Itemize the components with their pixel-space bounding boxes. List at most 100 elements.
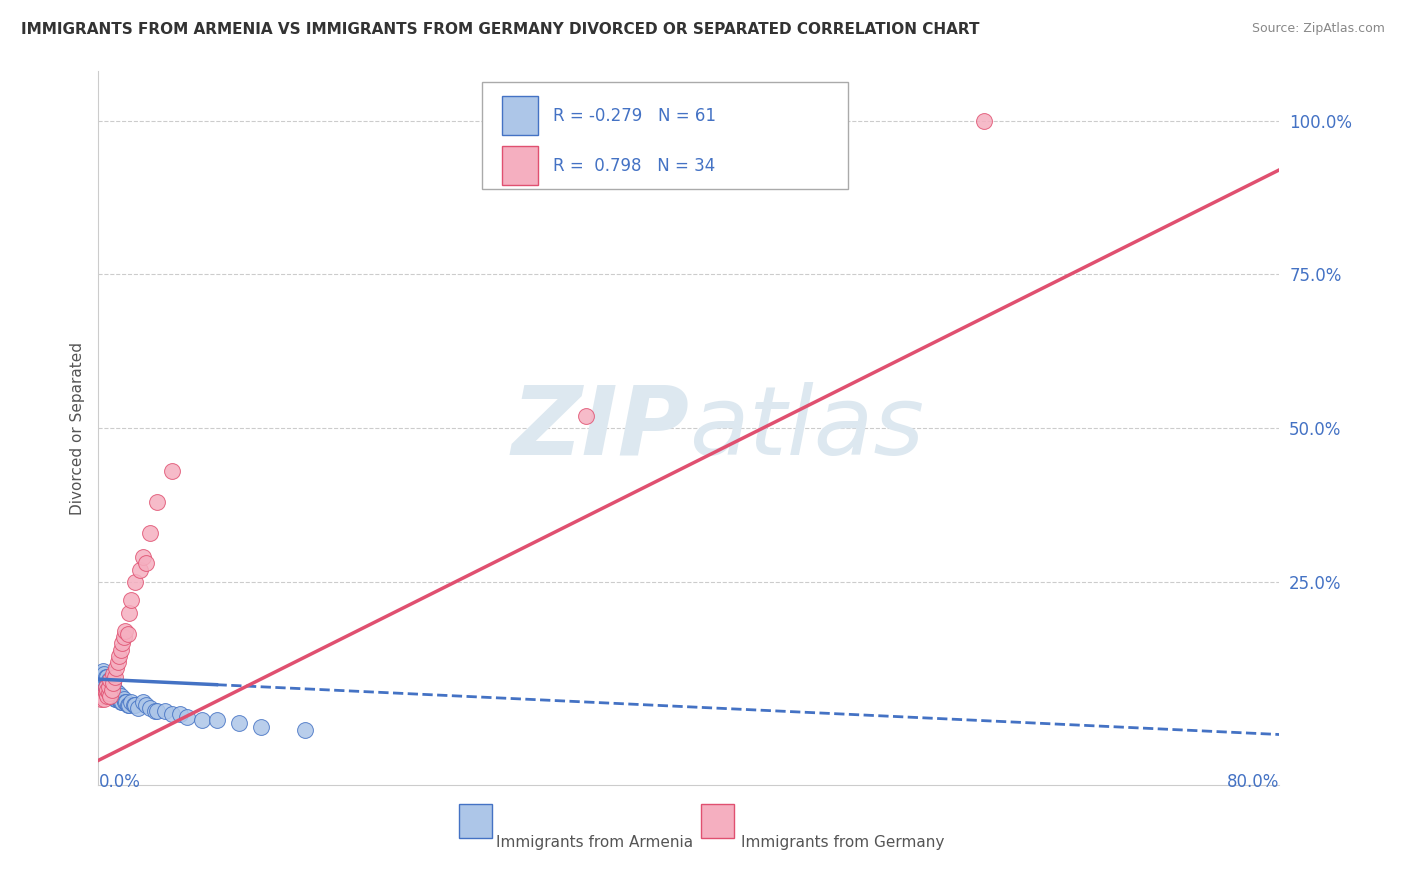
FancyBboxPatch shape (700, 805, 734, 838)
Point (132, 550, 155, 565)
Point (132, 695, 155, 709)
Point (97, 680, 120, 694)
Point (146, 704, 169, 718)
Point (94, 686, 117, 700)
Point (97, 680, 120, 694)
Point (139, 525, 162, 540)
Point (111, 695, 134, 709)
Point (973, 113, 995, 128)
Point (169, 707, 191, 722)
Text: Immigrants from Armenia: Immigrants from Armenia (496, 835, 693, 850)
Point (104, 682, 127, 697)
Point (120, 593, 142, 607)
FancyBboxPatch shape (502, 96, 537, 136)
Point (93, 676, 115, 690)
Point (93, 691, 115, 706)
Point (91, 689, 114, 703)
Point (124, 698, 146, 712)
Point (90, 673, 112, 688)
Point (103, 689, 125, 703)
Text: 0.0%: 0.0% (98, 772, 141, 790)
Point (228, 716, 250, 731)
Point (250, 719, 273, 733)
Point (103, 676, 125, 690)
Point (100, 682, 122, 697)
Text: R =  0.798   N = 34: R = 0.798 N = 34 (553, 157, 716, 175)
Point (117, 698, 139, 712)
Point (176, 710, 198, 724)
Point (294, 723, 316, 737)
Text: Source: ZipAtlas.com: Source: ZipAtlas.com (1251, 22, 1385, 36)
Point (110, 695, 132, 709)
Text: atlas: atlas (689, 382, 924, 475)
Point (94, 680, 117, 694)
Point (103, 676, 125, 690)
Point (91, 680, 114, 694)
Point (114, 624, 136, 639)
Text: 80.0%: 80.0% (1227, 772, 1279, 790)
Point (103, 682, 125, 697)
Point (96, 676, 118, 690)
Text: IMMIGRANTS FROM ARMENIA VS IMMIGRANTS FROM GERMANY DIVORCED OR SEPARATED CORRELA: IMMIGRANTS FROM ARMENIA VS IMMIGRANTS FR… (21, 22, 980, 37)
Point (107, 691, 129, 706)
Point (97, 673, 120, 688)
Point (117, 627, 139, 641)
Point (96, 682, 118, 697)
Point (100, 689, 122, 703)
FancyBboxPatch shape (458, 805, 492, 838)
Point (105, 691, 128, 706)
Point (135, 698, 157, 712)
Point (108, 691, 131, 706)
Point (100, 680, 122, 694)
FancyBboxPatch shape (482, 82, 848, 189)
Point (91, 664, 114, 678)
Point (110, 689, 132, 703)
Point (162, 707, 183, 722)
Point (115, 695, 138, 709)
Point (97, 686, 120, 700)
Point (96, 682, 118, 697)
Point (118, 606, 141, 620)
Point (135, 557, 157, 571)
Point (162, 464, 183, 478)
Point (118, 698, 141, 712)
Point (111, 636, 134, 650)
Point (105, 661, 128, 675)
Text: ZIP: ZIP (510, 382, 689, 475)
Point (112, 630, 135, 644)
Point (124, 574, 146, 589)
Point (91, 670, 114, 684)
Point (89, 676, 111, 690)
Point (575, 409, 598, 423)
Point (98, 682, 121, 697)
Point (107, 686, 129, 700)
Point (98, 676, 121, 690)
Point (114, 695, 136, 709)
Point (93, 673, 115, 688)
Point (112, 691, 135, 706)
Point (127, 701, 149, 715)
Point (94, 680, 117, 694)
Point (191, 714, 214, 728)
Point (105, 686, 128, 700)
Point (103, 667, 125, 681)
Point (139, 701, 162, 715)
Point (143, 704, 166, 718)
Point (94, 686, 117, 700)
Point (128, 563, 150, 577)
Point (90, 667, 112, 681)
Point (93, 667, 115, 681)
Text: R = -0.279   N = 61: R = -0.279 N = 61 (553, 107, 716, 125)
Point (98, 686, 121, 700)
Point (94, 670, 117, 684)
Point (94, 673, 117, 688)
Point (110, 642, 132, 657)
Y-axis label: Divorced or Separated: Divorced or Separated (69, 342, 84, 515)
Point (96, 689, 118, 703)
Point (104, 670, 127, 684)
Point (98, 689, 121, 703)
Point (122, 698, 145, 712)
Text: Immigrants from Germany: Immigrants from Germany (741, 835, 945, 850)
FancyBboxPatch shape (502, 146, 537, 186)
Point (107, 655, 129, 669)
